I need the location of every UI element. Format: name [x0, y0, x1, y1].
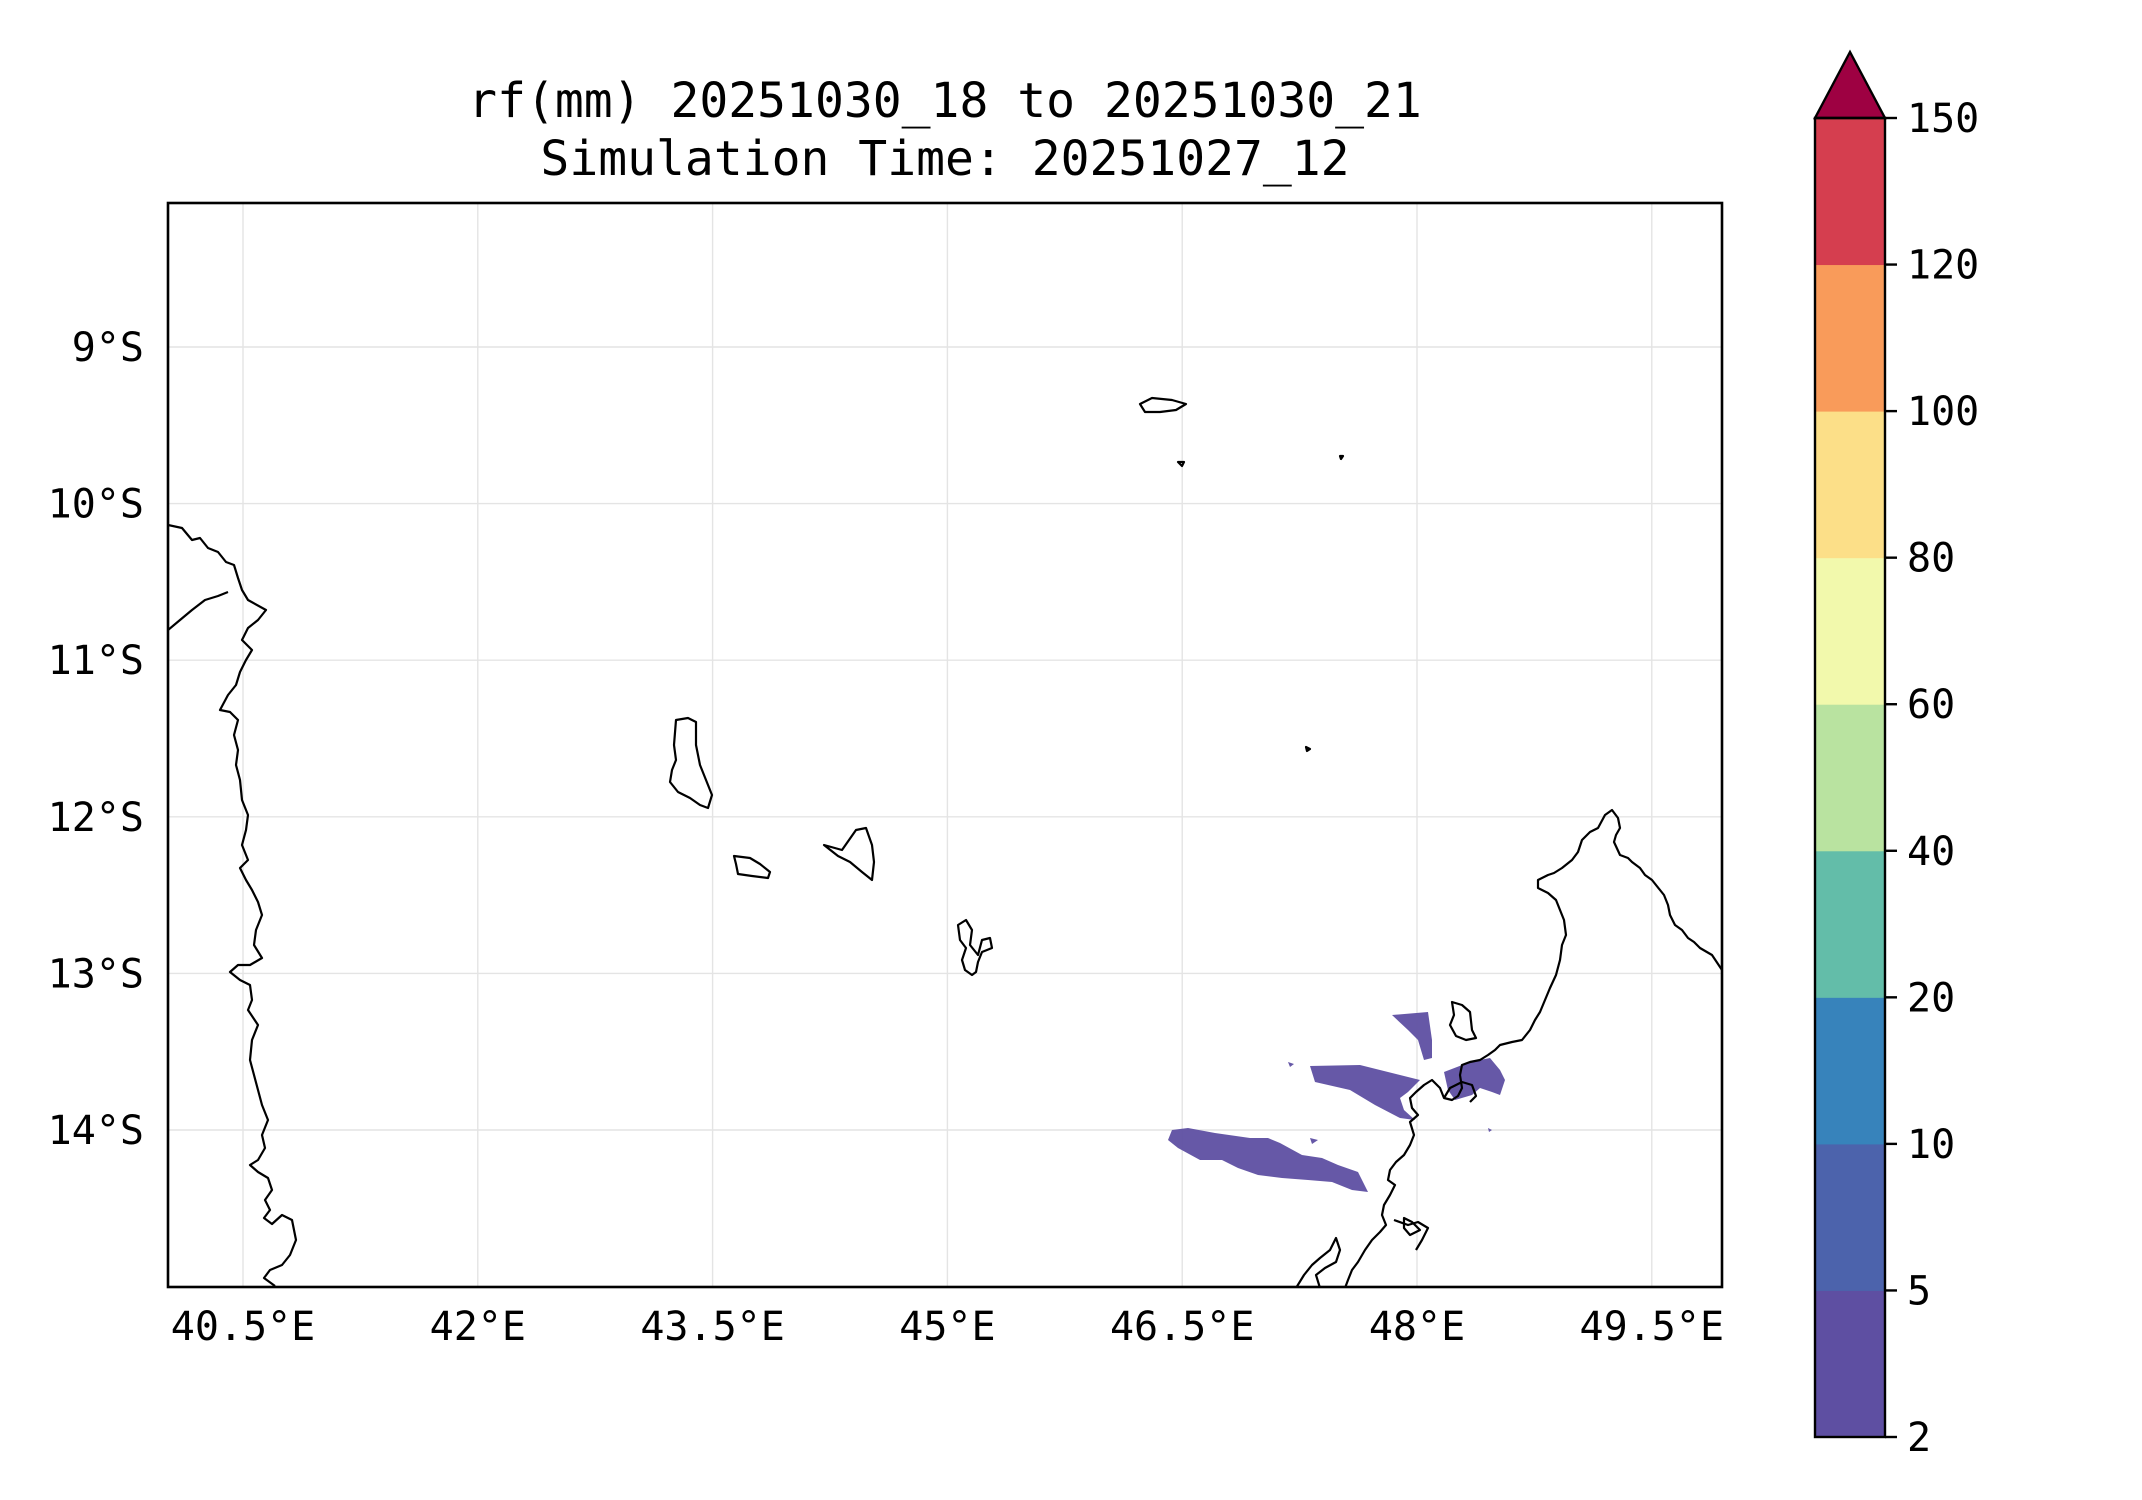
colorbar-segment — [1815, 1143, 1885, 1291]
coastline-madagascar-bay-2 — [1393, 1218, 1430, 1251]
coastline-madagascar-bay-1 — [1402, 1216, 1422, 1237]
rain-dot-2 — [1310, 1138, 1318, 1144]
colorbar-tick-label: 150 — [1907, 96, 1979, 142]
coastline-africa — [168, 523, 298, 1287]
island-islet-east — [1338, 454, 1345, 461]
lat-tick-label: 9°S — [72, 325, 144, 371]
colorbar-extend-triangle — [1813, 49, 1887, 120]
rain-dot-1 — [1288, 1062, 1294, 1067]
colorbar-tick-label: 5 — [1907, 1268, 1931, 1314]
map-frame — [166, 201, 1724, 1289]
colorbar-tick-labels: 2 5 10 20 40 60 80 100 120 150 — [1907, 96, 1979, 1461]
lat-tick-label: 11°S — [48, 638, 144, 684]
rainfall-contours — [1168, 1012, 1505, 1192]
longitude-labels: 40.5°E 42°E 43.5°E 45°E 46.5°E 48°E 49.5°E — [171, 1304, 1724, 1350]
colorbar-segment — [1815, 704, 1885, 852]
lon-tick-label: 48°E — [1369, 1304, 1465, 1350]
map-gridlines — [168, 203, 1722, 1287]
lon-tick-label: 45°E — [899, 1304, 995, 1350]
colorbar-tick-label: 2 — [1907, 1415, 1931, 1461]
coastline-madagascar — [1344, 808, 1722, 1287]
island-grande-comore — [668, 716, 714, 810]
colorbar-tick-label: 60 — [1907, 682, 1955, 728]
colorbar-segment — [1815, 997, 1885, 1145]
island-glorioso-2 — [1176, 460, 1186, 468]
colorbar-outline — [1813, 116, 1887, 1439]
lat-tick-label: 10°S — [48, 482, 144, 528]
rain-patch-north — [1392, 1012, 1432, 1060]
colorbar-segment — [1815, 411, 1885, 559]
colorbar-segment — [1815, 1290, 1885, 1438]
colorbar-segment — [1815, 264, 1885, 412]
lon-tick-label: 42°E — [430, 1304, 526, 1350]
latitude-labels: 9°S 10°S 11°S 12°S 13°S 14°S — [48, 325, 144, 1154]
colorbar-tick-label: 80 — [1907, 536, 1955, 582]
island-glorioso-1 — [1138, 396, 1188, 414]
title-line-2: Simulation Time: 20251027_12 — [540, 131, 1349, 187]
lat-tick-label: 12°S — [48, 795, 144, 841]
island-islet-center — [1304, 745, 1312, 753]
colorbar — [1813, 49, 1897, 1439]
rain-dot-3 — [1488, 1128, 1492, 1132]
colorbar-tick-label: 100 — [1907, 389, 1979, 435]
lon-tick-label: 43.5°E — [640, 1304, 785, 1350]
island-nosy-be — [1448, 1000, 1478, 1042]
island-anjouan — [822, 826, 876, 882]
title-line-1: rf(mm) 20251030_18 to 20251030_21 — [468, 73, 1422, 129]
lat-tick-label: 14°S — [48, 1108, 144, 1154]
rain-patch-south — [1168, 1128, 1368, 1192]
colorbar-tick-label: 20 — [1907, 975, 1955, 1021]
lon-tick-label: 49.5°E — [1580, 1304, 1725, 1350]
coastline-madagascar-bay-4 — [1443, 1080, 1478, 1103]
coastline-africa-inlet — [168, 590, 229, 631]
rain-patch-central — [1310, 1065, 1420, 1120]
colorbar-tick-label: 40 — [1907, 829, 1955, 875]
rain-patch-east — [1444, 1058, 1505, 1100]
lon-tick-label: 46.5°E — [1110, 1304, 1255, 1350]
island-mayotte — [956, 918, 994, 977]
island-moheli — [732, 854, 772, 880]
colorbar-segment — [1815, 557, 1885, 705]
coastlines — [168, 396, 1722, 1287]
lon-tick-label: 40.5°E — [171, 1304, 316, 1350]
colorbar-tick-label: 10 — [1907, 1122, 1955, 1168]
colorbar-tick-label: 120 — [1907, 243, 1979, 289]
lat-tick-label: 13°S — [48, 951, 144, 997]
coastline-madagascar-bay-3 — [1295, 1236, 1342, 1287]
colorbar-segment — [1815, 118, 1885, 266]
colorbar-segment — [1815, 850, 1885, 998]
